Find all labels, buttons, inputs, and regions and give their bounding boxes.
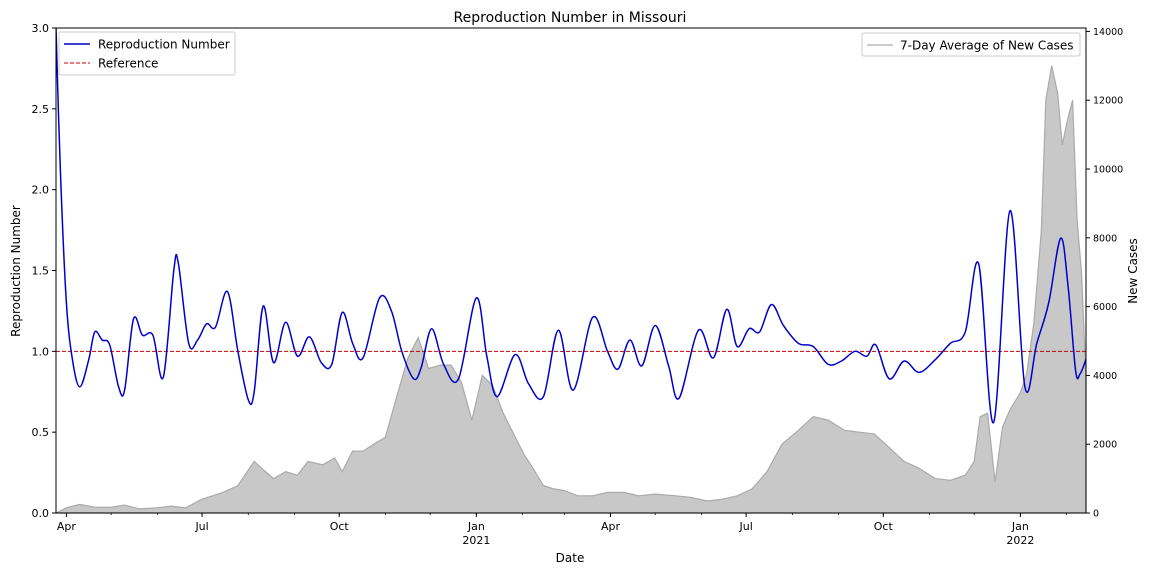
y2-tick-label: 4000 <box>1093 371 1117 382</box>
y2-tick-label: 10000 <box>1093 165 1123 176</box>
legend-right: 7-Day Average of New Cases <box>861 32 1081 57</box>
y-axis-label: Reproduction Number <box>9 205 23 337</box>
y-tick-label: 3.0 <box>32 22 50 35</box>
y2-tick-label: 2000 <box>1093 440 1117 451</box>
y2-tick-label: 6000 <box>1093 302 1117 313</box>
x-tick-year-label: 2022 <box>1006 534 1034 547</box>
x-tick-year-label: 2021 <box>462 534 490 547</box>
y2-tick-label: 8000 <box>1093 233 1117 244</box>
y-axis-ticks: 0.0 0.5 1.0 1.5 2.0 2.5 3.0 <box>32 22 56 520</box>
new-cases-area-layer <box>55 65 1087 514</box>
y-tick-label: 0.0 <box>32 507 50 520</box>
y-tick-label: 0.5 <box>32 426 50 439</box>
x-axis-label: Date <box>556 551 585 565</box>
x-tick-label: Apr <box>57 520 77 533</box>
new-cases-area <box>55 65 1087 514</box>
y2-axis-ticks: 0 2000 4000 6000 8000 10000 12000 14000 <box>1086 27 1123 520</box>
y-tick-label: 1.0 <box>32 345 50 358</box>
y-tick-label: 2.0 <box>32 184 50 197</box>
y-tick-label: 1.5 <box>32 265 50 278</box>
chart-title: Reproduction Number in Missouri <box>454 10 687 26</box>
x-tick-label: Oct <box>874 520 894 533</box>
x-tick-label: Jan <box>467 520 485 533</box>
legend-right-box <box>861 32 1081 57</box>
x-tick-label: Jul <box>739 520 753 533</box>
y2-tick-label: 0 <box>1093 509 1099 520</box>
reproduction-number-line <box>56 28 1086 424</box>
legend-label-new-cases: 7-Day Average of New Cases <box>900 39 1074 53</box>
x-tick-label: Jan <box>1011 520 1029 533</box>
legend-left-box <box>58 31 236 76</box>
y-tick-label: 2.5 <box>32 103 50 116</box>
y2-axis-label: New Cases <box>1126 238 1140 304</box>
y2-tick-label: 12000 <box>1093 96 1123 107</box>
legend-label-reproduction: Reproduction Number <box>98 38 230 52</box>
x-tick-label: Apr <box>601 520 621 533</box>
x-tick-label: Jul <box>194 520 208 533</box>
reproduction-line-layer <box>56 28 1086 424</box>
legend-label-reference: Reference <box>98 57 158 71</box>
y2-tick-label: 14000 <box>1093 27 1123 38</box>
legend-left: Reproduction Number Reference <box>58 31 236 76</box>
x-tick-label: Oct <box>330 520 350 533</box>
